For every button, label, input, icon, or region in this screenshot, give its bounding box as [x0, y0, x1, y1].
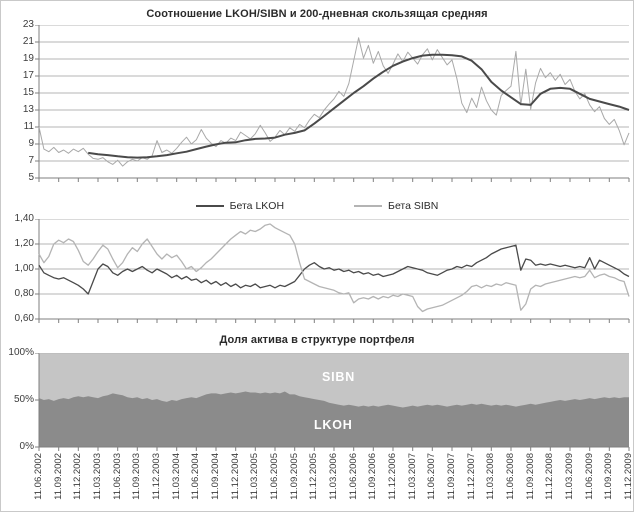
- sibn-area-label: SIBN: [322, 370, 356, 384]
- x-tick-label: 11.06.2002: [33, 453, 44, 500]
- x-tick-label: 11.12.2008: [544, 453, 556, 500]
- lkoh-area-label: LKOH: [314, 418, 353, 432]
- x-tick-label: 11.06.2007: [426, 453, 438, 500]
- x-tick-label: 11.06.2003: [111, 453, 123, 500]
- y-tick-label: 5: [28, 172, 34, 183]
- x-tick-label: 11.12.2004: [229, 453, 241, 500]
- ratio-chart-title: Соотношение LKOH/SIBN и 200-дневная скол…: [146, 8, 488, 20]
- beta-legend: Бета LKOH Бета SIBN: [1, 198, 633, 214]
- x-tick-label: 11.12.2009: [623, 453, 634, 500]
- x-tick-label: 11.09.2006: [367, 453, 379, 500]
- beta-lkoh-line-swatch: [195, 205, 224, 207]
- y-tick-label: 0,80: [14, 288, 34, 299]
- y-tick-label: 13: [22, 104, 34, 115]
- x-tick-label: 11.09.2009: [603, 453, 615, 500]
- chart-canvas-1: [35, 25, 630, 182]
- legend-item-beta-sibn: Бета SIBN: [354, 200, 438, 212]
- area-lkoh: [39, 391, 629, 447]
- ratio-chart: [1, 25, 633, 185]
- y-tick-label: 50%: [13, 394, 34, 405]
- legend-item-beta-lkoh: Бета LKOH: [195, 200, 285, 212]
- y-tick-label: 23: [22, 19, 34, 30]
- y-tick-label: 19: [22, 53, 34, 64]
- y-tick-label: 1,00: [14, 263, 34, 274]
- beta-chart: [1, 219, 633, 326]
- y-tick-label: 7: [28, 155, 34, 166]
- portfolio-share-chart: [1, 353, 633, 454]
- legend-label-beta-lkoh: Бета LKOH: [229, 200, 285, 212]
- x-tick-label: 11.09.2003: [131, 453, 143, 500]
- y-tick-label: 17: [22, 70, 34, 81]
- x-tick-label: 11.09.2008: [524, 453, 536, 500]
- y-tick-label: 1,20: [14, 238, 34, 249]
- x-tick-label: 11.03.2003: [92, 453, 103, 500]
- x-tick-label: 11.12.2002: [72, 453, 84, 500]
- series-line: [38, 223, 630, 313]
- x-tick-label: 11.06.2008: [505, 453, 516, 500]
- series-line: [88, 53, 630, 159]
- y-tick-label: 0,60: [14, 313, 34, 324]
- beta-sibn-line-swatch: [354, 205, 383, 207]
- x-tick-label: 11.09.2004: [210, 453, 221, 500]
- x-tick-label: 11.09.2002: [52, 453, 64, 500]
- x-tick-label: 11.12.2007: [465, 453, 477, 500]
- chart-canvas-3: [35, 353, 630, 451]
- x-tick-label: 11.03.2008: [485, 453, 497, 500]
- x-tick-label: 11.03.2007: [406, 453, 418, 500]
- x-tick-label: 11.03.2004: [170, 453, 182, 500]
- x-tick-label: 11.12.2005: [308, 453, 320, 500]
- x-tick-label: 11.06.2005: [269, 453, 280, 500]
- x-tick-label: 11.09.2005: [288, 453, 300, 500]
- x-tick-label: 11.03.2006: [328, 453, 339, 500]
- x-tick-label: 11.06.2004: [190, 453, 202, 500]
- series-line: [38, 244, 630, 295]
- legend-label-beta-sibn: Бета SIBN: [388, 200, 439, 212]
- x-tick-label: 11.03.2009: [564, 453, 575, 500]
- y-tick-label: 11: [23, 121, 34, 132]
- y-tick-label: 1,40: [14, 213, 34, 224]
- x-tick-label: 11.06.2006: [347, 453, 359, 500]
- x-tick-label: 11.12.2006: [387, 453, 398, 500]
- chart-canvas-2: [35, 219, 630, 323]
- y-tick-label: 15: [22, 87, 34, 98]
- x-tick-label: 11.03.2005: [249, 453, 261, 500]
- y-tick-label: 9: [28, 138, 34, 149]
- x-tick-label: 11.09.2007: [446, 453, 457, 500]
- x-tick-label: 11.12.2003: [151, 453, 162, 500]
- series-line: [38, 37, 630, 167]
- x-tick-label: 11.06.2009: [583, 453, 595, 500]
- y-tick-label: 100%: [8, 347, 34, 358]
- y-tick-label: 21: [22, 36, 34, 47]
- share-chart-title: Доля актива в структуре портфеля: [219, 334, 415, 346]
- y-tick-label: 0%: [19, 441, 34, 452]
